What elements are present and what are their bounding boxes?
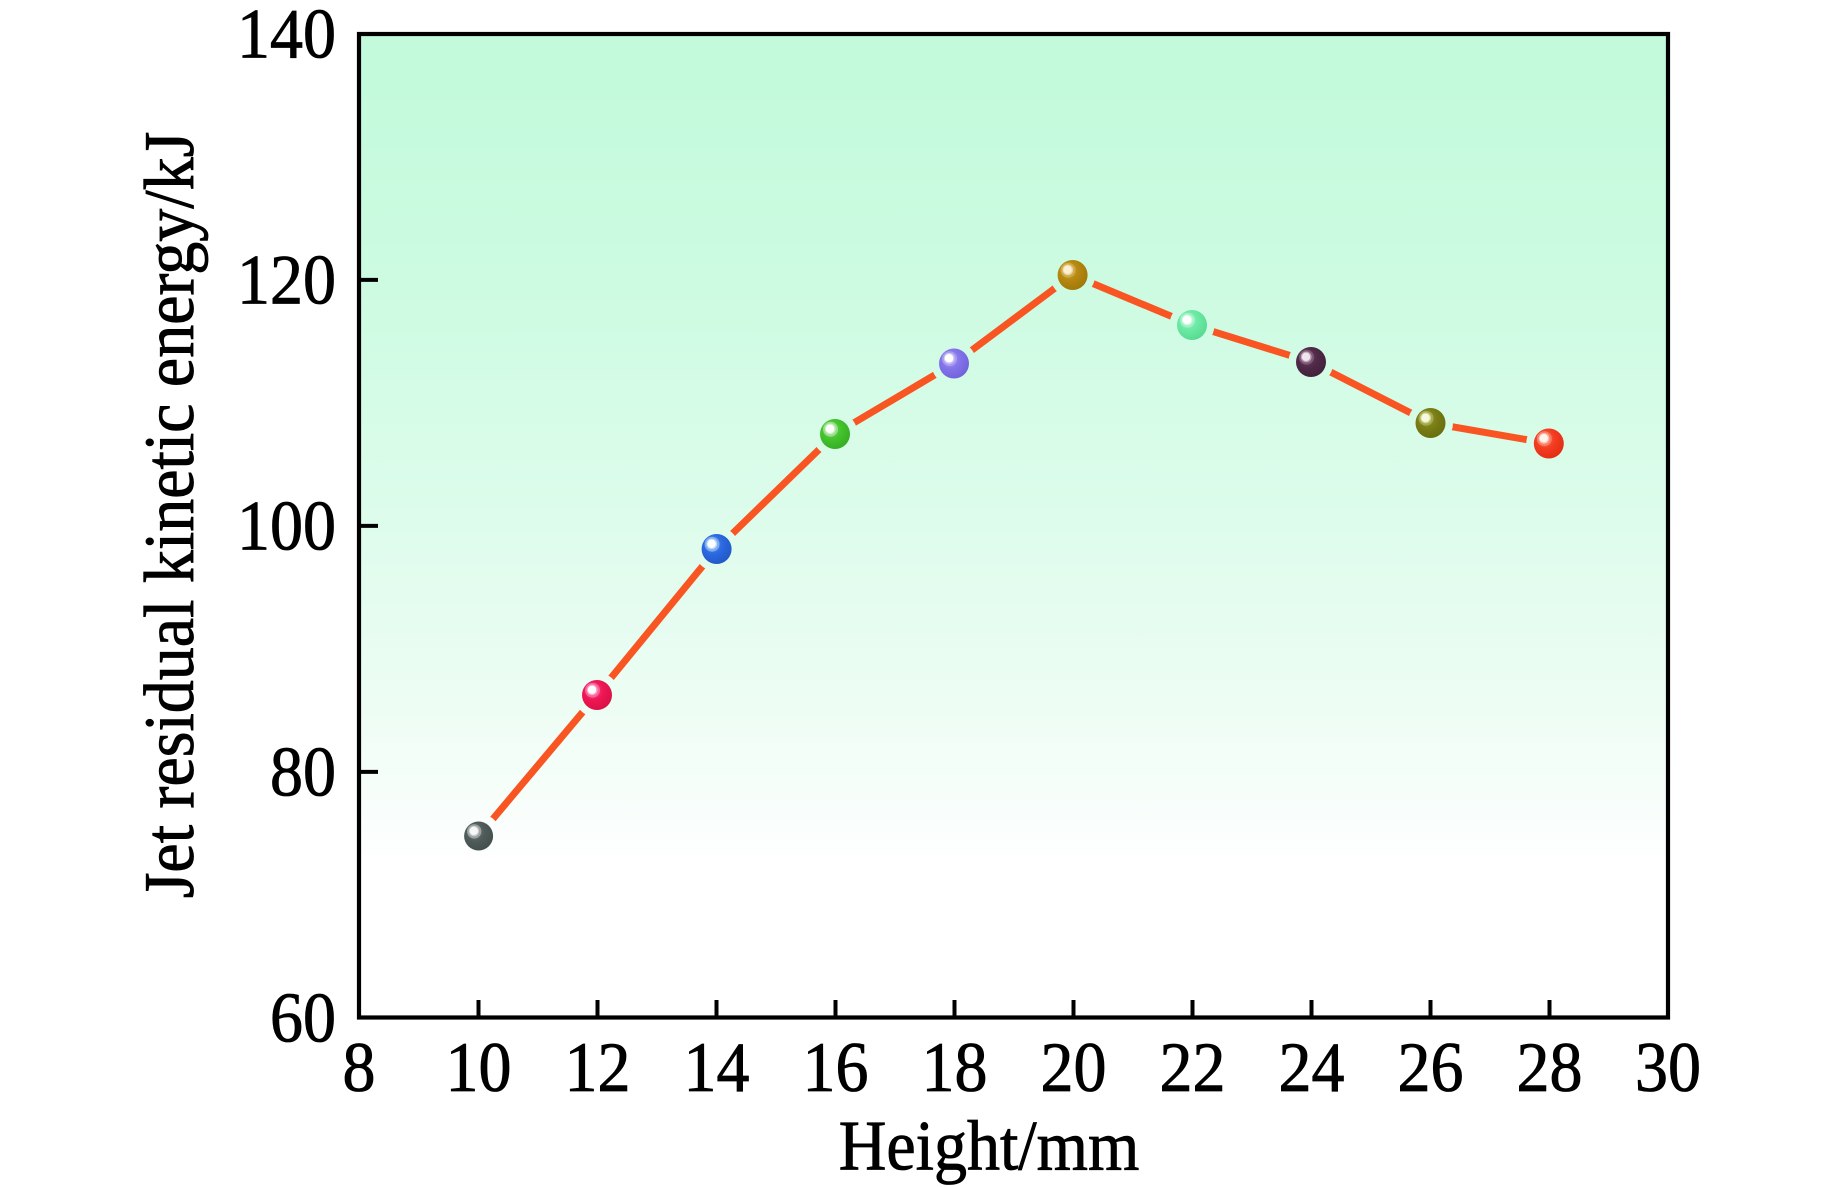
svg-text:80: 80 (270, 732, 336, 811)
svg-text:120: 120 (237, 240, 336, 319)
svg-text:20: 20 (1041, 1028, 1107, 1107)
svg-text:26: 26 (1398, 1028, 1464, 1107)
svg-text:18: 18 (922, 1028, 988, 1107)
svg-text:30: 30 (1635, 1028, 1701, 1107)
svg-text:8: 8 (343, 1028, 376, 1107)
svg-text:10: 10 (446, 1028, 512, 1107)
svg-text:140: 140 (237, 0, 336, 73)
svg-text:60: 60 (270, 978, 336, 1057)
svg-text:24: 24 (1279, 1028, 1345, 1107)
svg-text:14: 14 (684, 1028, 750, 1107)
svg-text:16: 16 (803, 1028, 869, 1107)
svg-text:100: 100 (237, 486, 336, 565)
svg-text:Height/mm: Height/mm (839, 1107, 1140, 1186)
svg-text:28: 28 (1517, 1028, 1583, 1107)
svg-text:Jet residual kinetic energy/kJ: Jet residual kinetic energy/kJ (130, 132, 209, 899)
svg-text:22: 22 (1160, 1028, 1226, 1107)
svg-text:12: 12 (565, 1028, 631, 1107)
